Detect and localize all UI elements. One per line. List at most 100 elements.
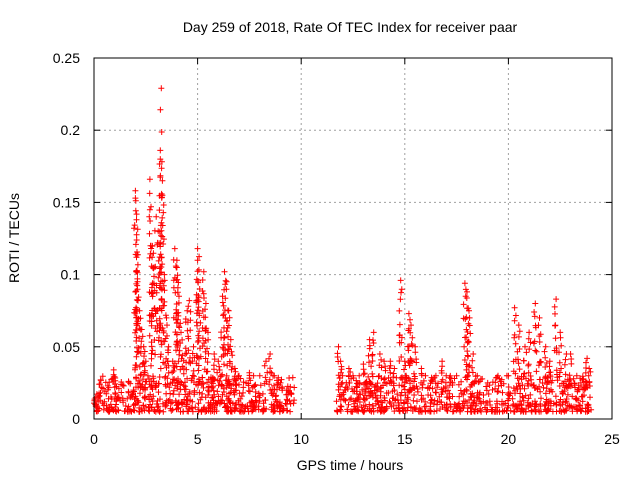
data-point-cluster (407, 316, 413, 323)
data-point-background (372, 400, 379, 407)
data-point-cluster (170, 314, 177, 321)
data-point-cluster (566, 372, 573, 379)
data-point-cluster (219, 371, 226, 378)
data-point-cluster (136, 335, 143, 342)
data-point-cluster (378, 356, 385, 363)
data-point-cluster (189, 372, 196, 379)
data-point-cluster (396, 307, 403, 314)
data-point-background (233, 400, 240, 406)
data-point (376, 351, 383, 357)
data-point (412, 343, 419, 350)
data-point-background (483, 383, 490, 390)
data-point-cluster (146, 332, 153, 339)
data-point-background (178, 400, 185, 407)
data-point-cluster (223, 372, 230, 379)
data-point-cluster (132, 207, 139, 214)
data-point-background (587, 394, 593, 401)
data-point-cluster (557, 334, 564, 341)
data-point-cluster (361, 381, 367, 388)
data-point-cluster (359, 386, 366, 393)
data-point (105, 395, 112, 402)
data-point-cluster (160, 359, 167, 366)
data-point-cluster (224, 324, 231, 331)
data-point-background (280, 407, 287, 414)
data-point-cluster (531, 313, 538, 320)
data-point-cluster (141, 348, 148, 355)
data-point (134, 278, 141, 285)
data-point-background (520, 397, 527, 404)
data-point-background (474, 394, 481, 401)
data-point (211, 351, 218, 357)
data-point-cluster (531, 309, 538, 315)
data-point-cluster (525, 335, 532, 342)
data-point-background (198, 407, 205, 414)
data-point-background (411, 392, 418, 398)
data-point-background (483, 399, 489, 406)
data-point-cluster (205, 336, 212, 343)
data-point-cluster (161, 287, 168, 294)
data-point-cluster (185, 333, 192, 340)
data-point-background (94, 408, 101, 415)
data-point-cluster (142, 378, 149, 385)
data-point-background (202, 394, 209, 401)
data-point-background (453, 407, 460, 414)
data-point-background (157, 396, 163, 403)
data-point-cluster (191, 379, 197, 386)
data-point-background (425, 384, 432, 391)
data-point-background (195, 400, 202, 407)
data-point-cluster (387, 369, 394, 376)
data-point-cluster (516, 328, 523, 335)
data-point-background (163, 399, 169, 406)
data-point-background (553, 408, 560, 415)
data-point-background (278, 384, 285, 390)
data-point-cluster (153, 289, 160, 296)
data-point-cluster (146, 230, 153, 237)
data-point (557, 329, 564, 336)
data-point-background (513, 402, 520, 409)
data-point-cluster (401, 366, 407, 373)
data-point-cluster (535, 362, 542, 369)
data-point-cluster (408, 357, 415, 364)
data-point-cluster (152, 384, 159, 391)
data-point (176, 293, 182, 300)
data-point (526, 329, 533, 336)
data-point-background (272, 393, 279, 400)
data-point-background (351, 400, 358, 407)
data-point-cluster (196, 253, 203, 260)
data-point-background (487, 402, 494, 408)
data-point-cluster (176, 347, 183, 354)
data-point-background (113, 401, 119, 408)
data-point-cluster (568, 360, 575, 367)
data-point-background (563, 398, 570, 405)
data-point-cluster (199, 343, 206, 350)
data-point-background (570, 375, 577, 382)
data-point (133, 216, 140, 223)
data-point-background (489, 408, 496, 415)
data-point-background (372, 382, 379, 389)
data-point-background (233, 405, 240, 412)
data-point-cluster (157, 222, 164, 229)
data-point-cluster (542, 354, 549, 361)
data-point-cluster (227, 343, 234, 350)
data-point-background (549, 388, 556, 395)
data-point-cluster (134, 226, 141, 233)
data-point-background (113, 408, 120, 415)
data-point-background (249, 408, 255, 415)
data-point-background (262, 397, 269, 403)
data-point (461, 280, 468, 287)
data-point-cluster (369, 358, 376, 364)
data-point-cluster (205, 350, 212, 357)
data-point-cluster (169, 369, 176, 376)
data-point-background (286, 375, 293, 381)
data-point-cluster (406, 362, 413, 369)
data-point-cluster (512, 340, 519, 347)
data-point-background (379, 408, 385, 415)
data-point-background (538, 408, 544, 415)
data-point-background (478, 408, 485, 415)
data-point-background (479, 375, 486, 382)
data-point-background (374, 397, 381, 404)
data-point-cluster (171, 360, 178, 367)
data-point-cluster (196, 310, 203, 317)
data-point-cluster (396, 321, 403, 328)
data-point-background (483, 387, 490, 394)
